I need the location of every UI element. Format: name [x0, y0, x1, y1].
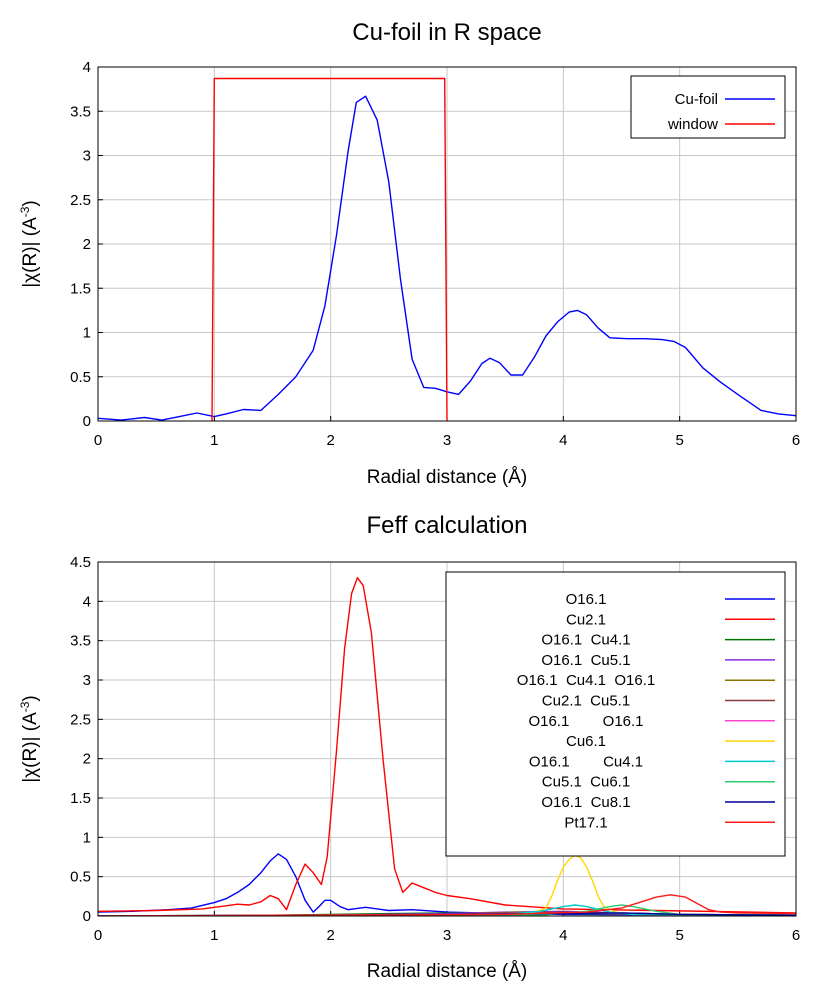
- x-axis-label: Radial distance (Å): [367, 961, 528, 982]
- x-tick-label: 5: [675, 927, 683, 944]
- legend-entry-label: Cu2.1 Cu5.1: [542, 693, 630, 710]
- plot-frame: [97, 561, 797, 917]
- y-tick-label: 1: [83, 325, 91, 342]
- legend-entry-label: window: [667, 116, 718, 133]
- plot-area: [98, 77, 796, 421]
- series-line-cu2-1: [98, 577, 796, 914]
- y-axis-label: |χ(R)| (A-3): [18, 200, 41, 288]
- y-tick-label: 0: [83, 413, 91, 430]
- x-axis-label: Radial distance (Å): [367, 467, 528, 488]
- y-tick-label: 4: [83, 593, 91, 610]
- y-tick-label: 1: [83, 829, 91, 846]
- y-tick-label: 3: [83, 672, 91, 689]
- legend-entry-label: O16.1 Cu4.1 O16.1: [517, 672, 655, 689]
- legend-box: [630, 75, 786, 139]
- x-tick-label: 3: [443, 927, 451, 944]
- x-tick-label: 0: [94, 432, 102, 449]
- y-tick-label: 2: [83, 236, 91, 253]
- chart-title: Cu-foil in R space: [352, 19, 541, 46]
- y-tick-label: 2.5: [70, 192, 91, 209]
- y-tick-label: 3.5: [70, 633, 91, 650]
- y-tick-label: 4: [83, 59, 91, 76]
- legend-entry-label: O16.1 O16.1: [528, 713, 643, 730]
- x-tick-label: 4: [559, 927, 567, 944]
- y-tick-label: 3: [83, 148, 91, 165]
- x-tick-label: 0: [94, 927, 102, 944]
- y-tick-label: 2.5: [70, 711, 91, 728]
- legend-entry-label: O16.1 Cu8.1: [541, 794, 630, 811]
- plot-frame: [97, 66, 797, 422]
- legend-entry-label: Cu2.1: [566, 611, 606, 628]
- chart-2: Feff calculation 0 1 2 3 4 5 6 0 0.5 1 1.5 2 2.5 3 3.5 4…: [18, 512, 800, 982]
- y-tick-label: 1.5: [70, 280, 91, 297]
- y-tick-label: 4.5: [70, 554, 91, 571]
- legend-entry-label: O16.1: [566, 591, 607, 608]
- y-tick-label: 3.5: [70, 103, 91, 120]
- x-tick-label: 3: [443, 432, 451, 449]
- legend-entry-label: O16.1 Cu4.1: [541, 632, 630, 649]
- legend-entry-label: O16.1 Cu4.1: [529, 753, 643, 770]
- legend-entry-label: Cu-foil: [675, 91, 718, 108]
- legend-entry-label: Pt17.1: [564, 814, 607, 831]
- x-tick-label: 1: [210, 927, 218, 944]
- legend-entry-label: Cu5.1 Cu6.1: [542, 774, 630, 791]
- chart-1: Cu-foil in R space 0 1 2 3 4 5 6 0 0.5 1 1.5 2 2.5 3 3.…: [18, 19, 800, 488]
- x-tick-label: 6: [792, 432, 800, 449]
- series-line-o16-1: [98, 853, 796, 916]
- x-tick-label: 1: [210, 432, 218, 449]
- plot-area: [98, 577, 796, 916]
- chart-title: Feff calculation: [367, 512, 528, 539]
- y-tick-label: 0: [83, 908, 91, 925]
- legend: Cu-foil window: [630, 75, 786, 139]
- y-axis-label: |χ(R)| (A-3): [18, 695, 41, 783]
- x-tick-label: 2: [326, 432, 334, 449]
- series-line-pt17-1: [98, 894, 796, 916]
- legend-entry-label: Cu6.1: [566, 733, 606, 750]
- x-tick-label: 2: [326, 927, 334, 944]
- x-tick-label: 6: [792, 927, 800, 944]
- y-tick-label: 0.5: [70, 869, 91, 886]
- series-line-window: [211, 77, 448, 421]
- legend: O16.1 Cu2.1 O16.1 Cu4.1 O16.1 Cu5.1 O16.1 Cu…: [445, 571, 786, 857]
- legend-entry-label: O16.1 Cu5.1: [541, 652, 630, 669]
- x-tick-label: 4: [559, 432, 567, 449]
- y-tick-label: 2: [83, 751, 91, 768]
- y-tick-label: 1.5: [70, 790, 91, 807]
- x-tick-label: 5: [675, 432, 683, 449]
- series-line-cu-foil: [98, 95, 796, 421]
- y-tick-label: 0.5: [70, 369, 91, 386]
